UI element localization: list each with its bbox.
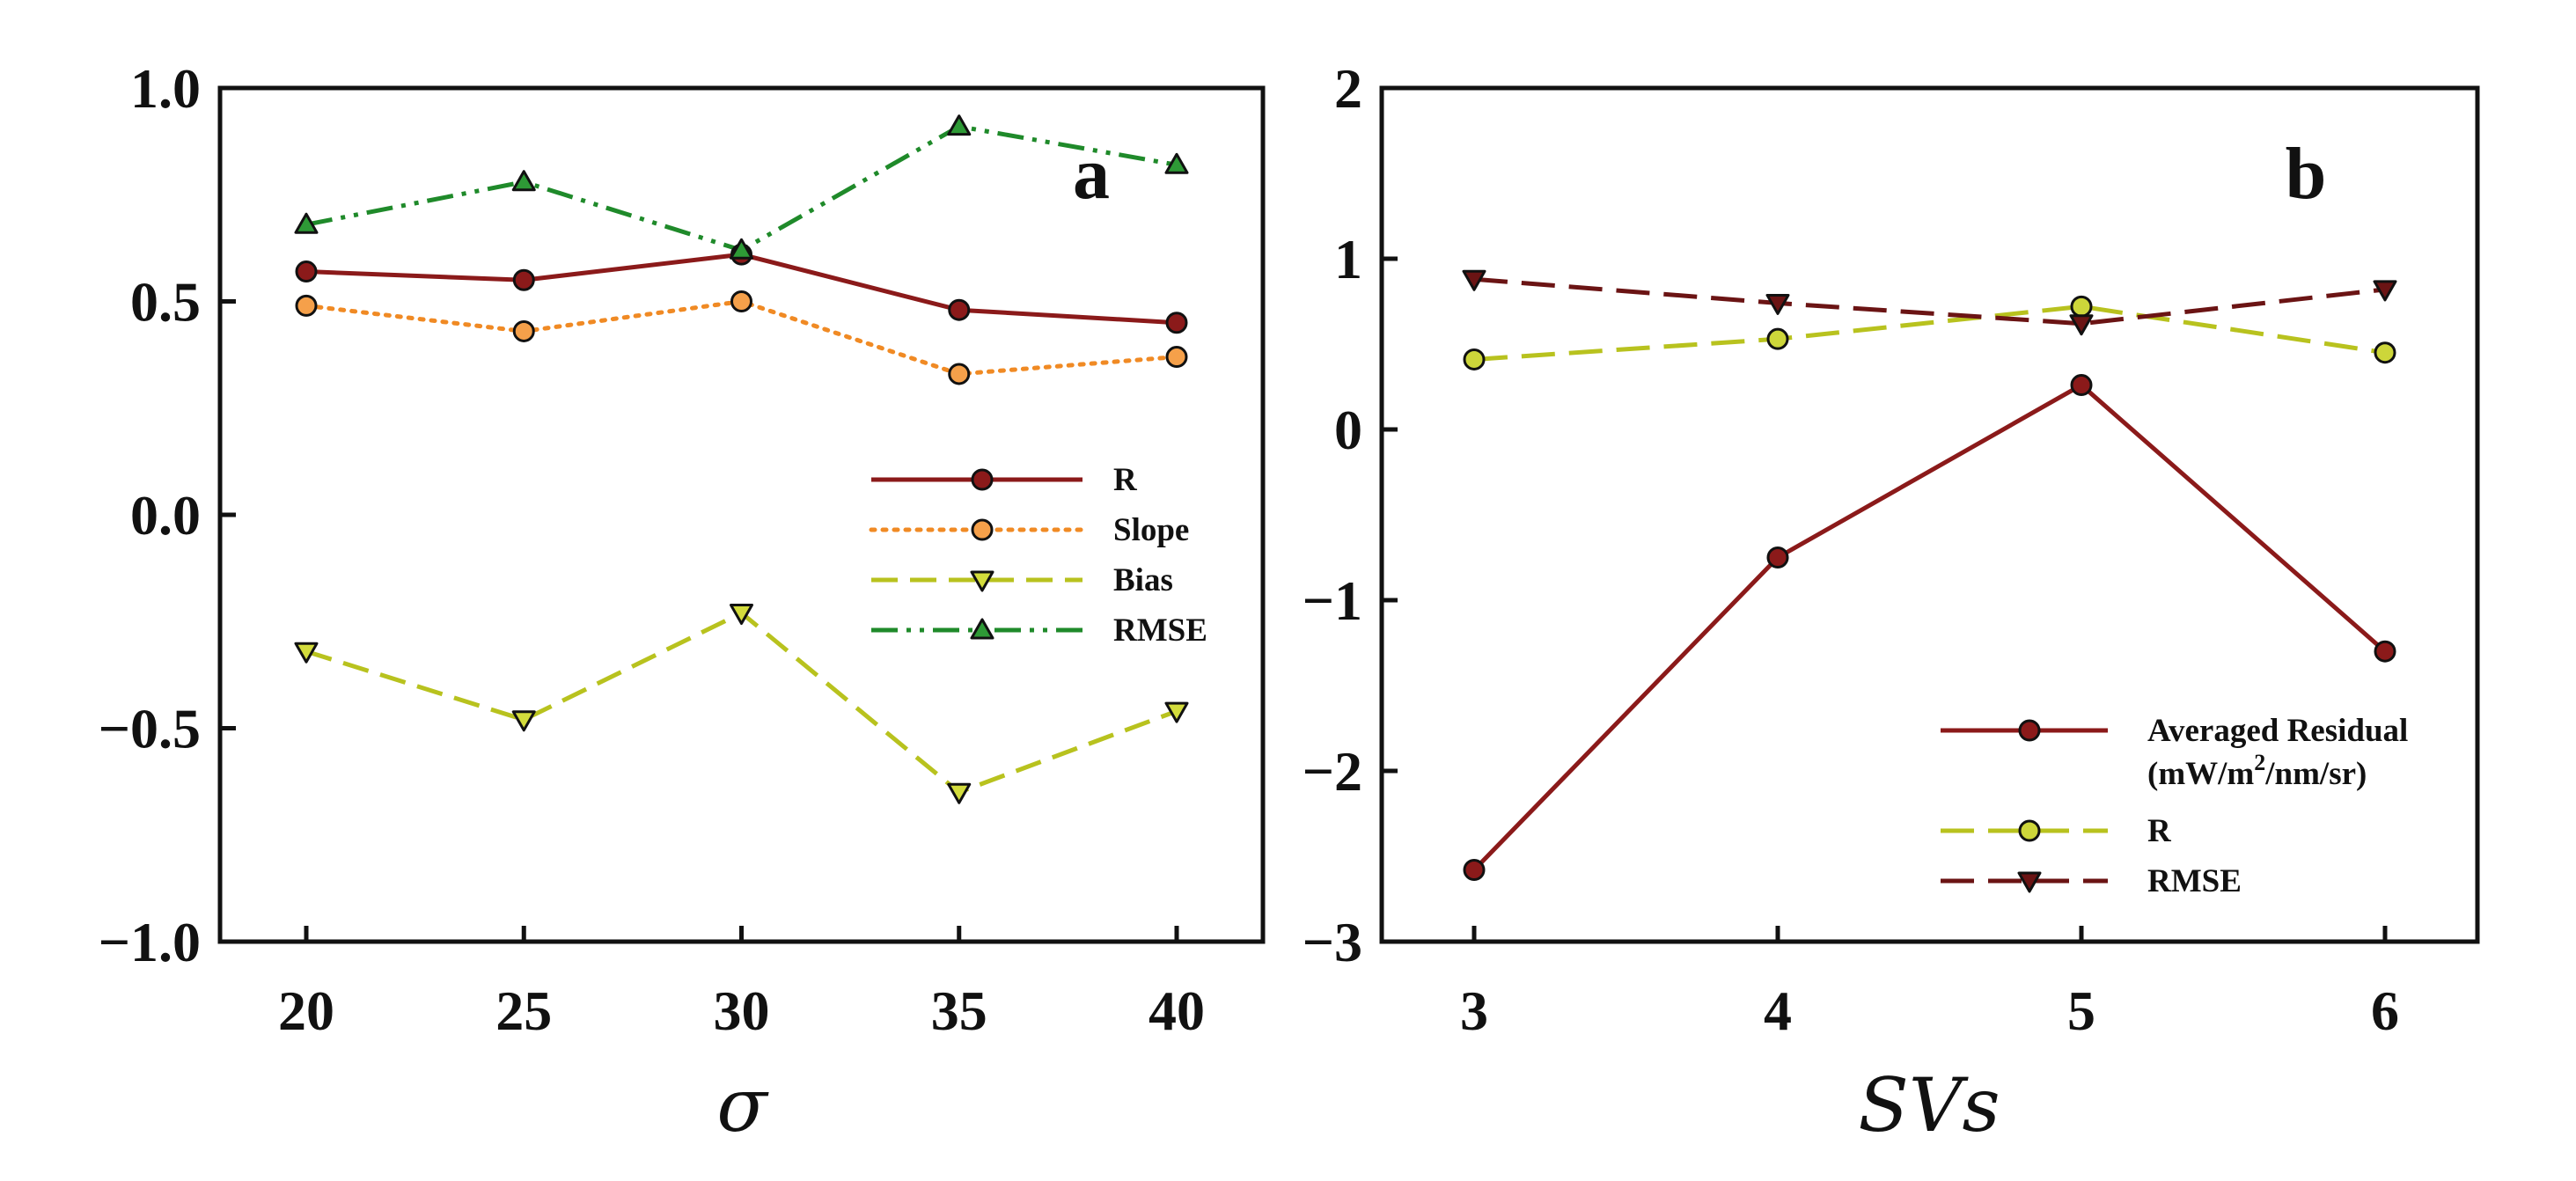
data-point-r bbox=[2070, 295, 2093, 318]
data-point-slope bbox=[295, 294, 318, 317]
legend-marker bbox=[970, 570, 994, 592]
panel-a-series bbox=[294, 114, 1189, 804]
panel-b-label: b bbox=[2286, 133, 2327, 215]
y-tick-label: 0 bbox=[1334, 399, 1362, 461]
data-point-r bbox=[512, 268, 535, 291]
data-point-rmse bbox=[1462, 269, 1486, 291]
data-point-r bbox=[1766, 327, 1789, 350]
y-tick-label: −1 bbox=[1303, 569, 1362, 632]
data-point-rmse bbox=[1765, 293, 1790, 315]
series-line-r bbox=[1473, 304, 2386, 362]
data-point-averaged-residual bbox=[1766, 546, 1789, 568]
y-tick-label: −0.5 bbox=[99, 698, 201, 760]
legend-marker bbox=[2017, 871, 2042, 893]
panel-b: −3 −2 −1 0 1 2 3 4 5 6 b SVs Averaged Residual(mW… bbox=[1303, 57, 2480, 1148]
panel-b-frame bbox=[1379, 85, 2480, 944]
data-point-rmse bbox=[947, 114, 972, 136]
data-point-rmse bbox=[2373, 280, 2397, 302]
panel-a-legend: R Slope Bias RMSE bbox=[869, 462, 1207, 649]
data-point-bias bbox=[730, 604, 753, 626]
y-tick-label: −1.0 bbox=[99, 911, 201, 973]
legend-label: Slope bbox=[1113, 512, 1189, 548]
data-point-slope bbox=[1165, 346, 1188, 369]
panel-b-axes: −3 −2 −1 0 1 2 3 4 5 6 bbox=[1303, 57, 2399, 1042]
data-point-slope bbox=[948, 363, 971, 385]
data-point-slope bbox=[512, 319, 535, 342]
y-tick-label: 1 bbox=[1334, 228, 1362, 290]
y-tick-label: 1.0 bbox=[130, 57, 201, 120]
legend-marker bbox=[971, 518, 994, 541]
data-point-rmse bbox=[511, 170, 536, 192]
panel-a-axes: −1.0 −0.5 0.0 0.5 1.0 20 25 30 35 40 bbox=[99, 57, 1205, 1042]
panel-a: −1.0 −0.5 0.0 0.5 1.0 20 25 30 35 40 a σ R Slope Bi… bbox=[99, 57, 1266, 1148]
legend-label: R bbox=[1113, 462, 1138, 498]
y-tick-label: −3 bbox=[1303, 911, 1362, 973]
series-line-rmse bbox=[305, 124, 1178, 253]
x-tick-label: 5 bbox=[2067, 979, 2095, 1042]
legend-label: Bias bbox=[1113, 562, 1173, 598]
y-tick-label: 2 bbox=[1334, 57, 1362, 120]
data-point-rmse bbox=[730, 238, 753, 260]
series-line-bias bbox=[305, 611, 1178, 795]
x-tick-label: 6 bbox=[2371, 979, 2399, 1042]
panel-b-x-axis-title: SVs bbox=[1858, 1062, 2000, 1148]
x-tick-label: 40 bbox=[1149, 979, 1205, 1042]
x-tick-label: 4 bbox=[1764, 979, 1792, 1042]
data-point-r bbox=[2374, 341, 2396, 364]
data-point-bias bbox=[1164, 701, 1189, 723]
data-point-r bbox=[295, 260, 318, 283]
data-point-averaged-residual bbox=[1463, 859, 1486, 882]
y-tick-label: 0.5 bbox=[130, 271, 201, 334]
x-tick-label: 30 bbox=[714, 979, 770, 1042]
x-tick-label: 3 bbox=[1460, 979, 1488, 1042]
series-line-averaged-residual bbox=[1472, 383, 2387, 872]
legend-marker bbox=[971, 468, 994, 491]
legend-marker bbox=[970, 618, 994, 640]
data-point-slope bbox=[730, 290, 752, 312]
data-point-averaged-residual bbox=[2374, 640, 2396, 663]
y-tick-label: −2 bbox=[1303, 740, 1362, 803]
data-point-rmse bbox=[294, 212, 319, 234]
legend-label: Averaged Residual bbox=[2147, 713, 2408, 749]
x-tick-label: 35 bbox=[931, 979, 987, 1042]
x-tick-label: 25 bbox=[495, 979, 552, 1042]
data-point-averaged-residual bbox=[2070, 374, 2093, 397]
data-point-bias bbox=[294, 642, 319, 664]
legend-marker bbox=[2018, 719, 2041, 742]
panel-a-x-axis-title: σ bbox=[716, 1062, 769, 1148]
legend-label: RMSE bbox=[1113, 613, 1207, 649]
series-line-rmse bbox=[1473, 276, 2386, 326]
x-tick-label: 20 bbox=[278, 979, 334, 1042]
data-point-rmse bbox=[1164, 152, 1189, 174]
panel-b-legend: Averaged Residual(mW/m2/nm/sr) R RMSE bbox=[1941, 713, 2408, 899]
panel-a-label: a bbox=[1073, 133, 1110, 215]
data-point-bias bbox=[947, 782, 972, 804]
y-tick-label: 0.0 bbox=[130, 484, 201, 546]
data-point-r bbox=[948, 298, 971, 321]
data-point-bias bbox=[511, 710, 536, 732]
legend-label: R bbox=[2147, 813, 2172, 849]
panel-a-frame bbox=[217, 85, 1266, 944]
legend-label: RMSE bbox=[2147, 863, 2242, 899]
data-point-r bbox=[1165, 312, 1188, 334]
data-point-r bbox=[1463, 348, 1486, 370]
panel-b-series bbox=[1462, 269, 2397, 882]
data-point-rmse bbox=[2069, 314, 2094, 336]
legend-marker bbox=[2018, 819, 2041, 842]
legend-label-units: (mW/m2/nm/sr) bbox=[2147, 750, 2367, 792]
